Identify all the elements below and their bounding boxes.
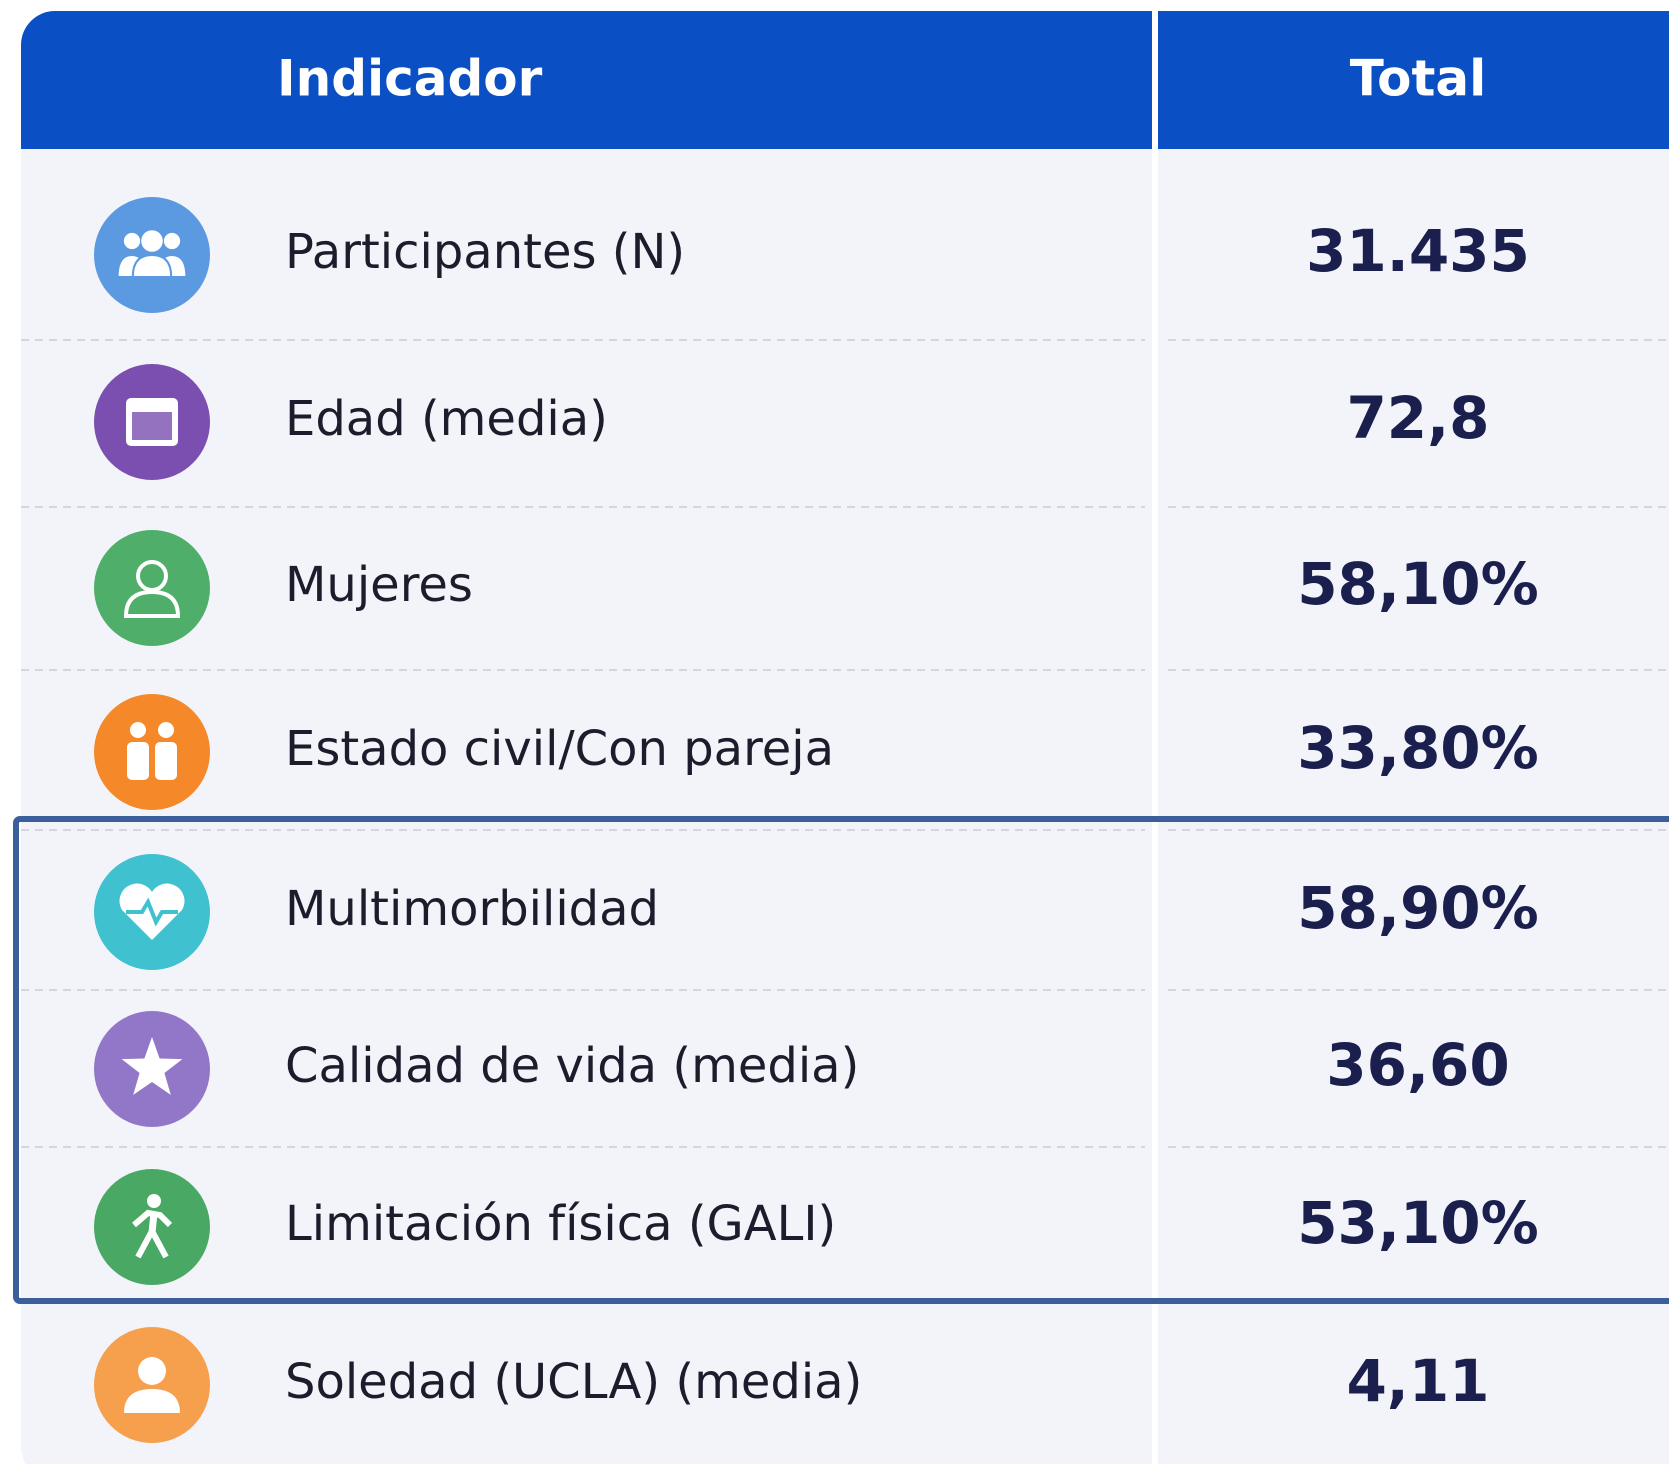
star-glyph [121,1037,183,1095]
person-body [127,742,149,780]
header-bar [21,11,1669,149]
total-value: 58,10% [1297,550,1539,618]
person-body [131,253,173,278]
person-body [155,742,177,780]
walker-spine [148,1212,158,1234]
indicator-label: Limitación física (GALI) [285,1196,836,1252]
indicator-label: Multimorbilidad [285,881,659,937]
person-head [138,1357,166,1385]
person-body [123,589,181,618]
calendar-grid [132,412,172,440]
total-value: 33,80% [1297,714,1539,782]
indicator-label: Mujeres [285,557,473,613]
icon-glyph [127,722,177,780]
rows: Participantes (N) 31.435 Edad (media) 72,8 M… [21,197,1669,1443]
icon-glyph [119,883,185,940]
icon-glyph [126,398,178,446]
person-head [123,232,141,250]
indicator-label: Participantes (N) [285,224,685,280]
pulse-glyph [126,897,178,927]
total-value: 72,8 [1346,384,1489,452]
indicator-label: Edad (media) [285,391,608,447]
table-background [21,11,1669,1464]
total-value: 58,90% [1297,874,1539,942]
person-body [124,1389,180,1413]
total-value: 31.435 [1306,217,1530,285]
header-cell: Indicador [277,50,543,108]
row-icon [94,694,210,810]
person-head [141,230,163,252]
total-value: 36,60 [1326,1031,1509,1099]
indicator-label: Calidad de vida (media) [285,1038,859,1094]
total-value: 53,10% [1297,1189,1539,1257]
indicator-label: Soledad (UCLA) (media) [285,1354,862,1410]
icon-glyph [132,1194,173,1259]
icon-glyph [124,1357,180,1413]
icon-glyph [123,560,181,618]
indicator-label: Estado civil/Con pareja [285,721,834,777]
icon-glyph [116,230,188,278]
person-head [130,722,146,738]
person-head [158,722,174,738]
icon-glyph [121,1037,183,1095]
person-head [163,232,181,250]
total-value: 4,11 [1346,1347,1489,1415]
header-cell: Total [1350,50,1487,108]
walker-head [147,1194,161,1208]
highlight-box [13,816,1669,1304]
